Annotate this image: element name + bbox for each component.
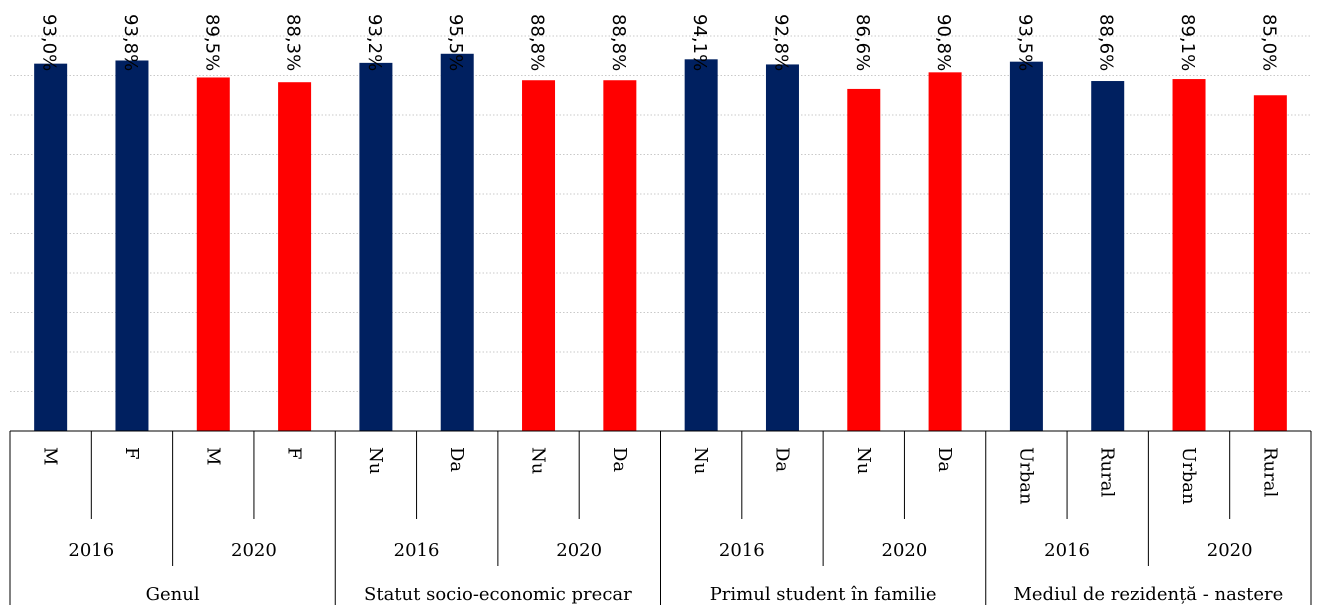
bars <box>34 53 1287 432</box>
bar <box>278 82 312 431</box>
year-label: 2020 <box>556 540 602 561</box>
data-label: 88,6% <box>1096 14 1117 71</box>
data-labels: 93,0% 93,8% 89,5% 88,3% 93,2% 95,5% 88,8% 88,8%… <box>39 14 1280 71</box>
bar <box>196 77 230 431</box>
category-tick-label: Urban <box>1178 447 1199 505</box>
data-label: 93,8% <box>120 14 141 71</box>
year-label: 2020 <box>1207 540 1253 561</box>
category-tick-label: M <box>40 447 61 465</box>
year-label: 2020 <box>231 540 277 561</box>
group-label: Genul <box>146 584 200 605</box>
data-label: 94,1% <box>689 14 710 71</box>
bar <box>440 53 474 432</box>
bar <box>1091 81 1125 431</box>
bar <box>684 59 718 432</box>
bar <box>522 80 556 432</box>
bar <box>359 62 393 432</box>
category-tick-label: Nu <box>690 447 711 474</box>
data-label: 86,6% <box>852 14 873 71</box>
bar <box>847 88 881 432</box>
year-label: 2020 <box>882 540 928 561</box>
group-label: Statut socio-economic precar <box>364 584 632 605</box>
data-label: 89,5% <box>201 14 222 71</box>
data-label: 88,8% <box>527 14 548 71</box>
bar <box>765 64 799 431</box>
category-tick-label: Nu <box>365 447 386 474</box>
category-tick-label: Da <box>609 447 630 472</box>
data-label: 85,0% <box>1258 14 1279 71</box>
bar <box>34 63 68 432</box>
category-tick-label: Urban <box>1015 447 1036 505</box>
data-label: 92,8% <box>770 14 791 71</box>
bar <box>115 60 149 432</box>
category-tick-label: Rural <box>1097 447 1118 497</box>
category-tick-label: Nu <box>853 447 874 474</box>
year-label: 2016 <box>394 540 440 561</box>
category-tick-label: F <box>121 447 142 460</box>
data-label: 95,5% <box>445 14 466 71</box>
bar <box>603 80 637 432</box>
group-label: Mediul de rezidență - nastere <box>1013 584 1283 605</box>
data-label: 93,2% <box>364 14 385 71</box>
category-tick-label: F <box>284 447 305 460</box>
data-label: 89,1% <box>1177 14 1198 71</box>
bar <box>1009 61 1043 432</box>
data-label: 93,5% <box>1014 14 1035 71</box>
data-label: 93,0% <box>39 14 60 71</box>
category-tick-label: Da <box>934 447 955 472</box>
group-label: Primul student în familie <box>710 584 937 605</box>
category-tick-label: Da <box>771 447 792 472</box>
bar <box>928 72 962 431</box>
category-tick-label: Nu <box>528 447 549 474</box>
category-tick-label: Da <box>446 447 467 472</box>
x-axis: M F M F Nu Da Nu Da Nu Da Nu Da Urban Rural Urban Rural… <box>9 430 1312 605</box>
year-label: 2016 <box>719 540 765 561</box>
data-label: 90,8% <box>933 14 954 71</box>
year-label: 2016 <box>68 540 114 561</box>
year-label: 2016 <box>1044 540 1090 561</box>
data-label: 88,8% <box>608 14 629 71</box>
category-tick-label: M <box>202 447 223 465</box>
bar <box>1253 95 1287 431</box>
data-label: 88,3% <box>283 14 304 71</box>
bar <box>1172 79 1206 432</box>
category-tick-label: Rural <box>1259 447 1280 497</box>
